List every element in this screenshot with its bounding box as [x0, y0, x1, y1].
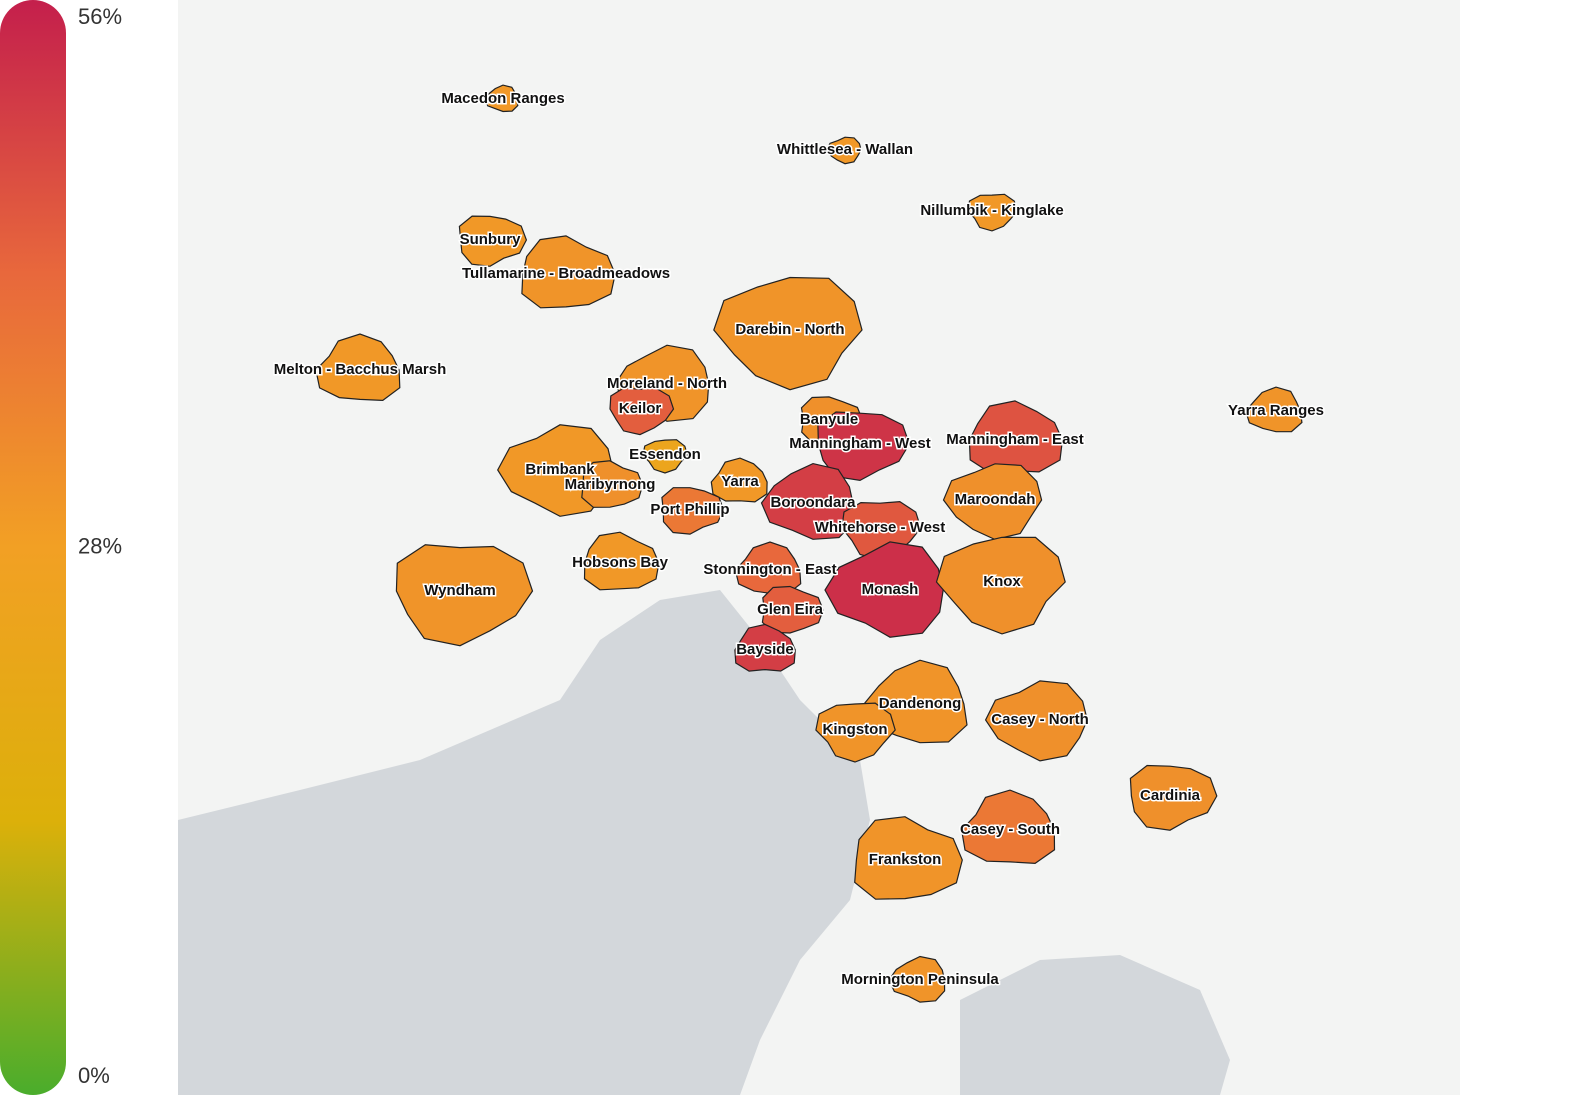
region-label: Mornington Peninsula [841, 971, 999, 988]
region [760, 462, 856, 540]
region-label: Casey - South [960, 821, 1060, 838]
region [817, 411, 911, 482]
region [935, 536, 1066, 635]
region-label: Manningham - West [789, 435, 930, 452]
region-label: Bayside [736, 641, 794, 658]
region-label: Yarra Ranges [1228, 402, 1324, 419]
scale-tick-label: 28% [78, 533, 122, 558]
region-label: Glen Eira [757, 601, 824, 618]
region [1245, 386, 1303, 433]
region [581, 460, 644, 508]
region-label: Tullamarine - Broadmeadows [462, 265, 670, 282]
region [854, 816, 963, 900]
region [942, 463, 1043, 541]
region [984, 680, 1088, 762]
region [521, 235, 616, 309]
region [661, 487, 725, 535]
region-label: Moreland - North [607, 375, 727, 392]
region-label: Melton - Bacchus Marsh [274, 361, 447, 378]
bay [178, 590, 870, 1095]
region [826, 136, 862, 165]
region-label: Frankston [869, 851, 942, 868]
region-label: Whitehorse - West [815, 519, 946, 536]
region-label: Cardinia [1140, 787, 1201, 804]
region-label: Kingston [823, 721, 888, 738]
region-labels: Macedon Ranges Whittlesea - Wallan Nillumb… [272, 88, 1325, 989]
region [710, 457, 768, 503]
region-label: Wyndham [424, 582, 495, 599]
regions [315, 84, 1303, 1003]
region-label: Yarra [721, 473, 759, 490]
region [888, 955, 946, 1003]
region-label: Brimbank [525, 461, 595, 478]
region [734, 623, 796, 672]
region [609, 387, 675, 436]
region-label: Monash [862, 581, 919, 598]
region-label: Whittlesea - Wallan [777, 141, 913, 158]
region [458, 215, 528, 267]
region [484, 84, 519, 113]
region [968, 400, 1064, 474]
region [395, 544, 534, 647]
color-scale-bar [0, 0, 66, 1095]
region-label: Knox [983, 573, 1021, 590]
region-label: Keilor [619, 400, 662, 417]
region-label: Essendon [629, 446, 701, 463]
region-label: Port Phillip [650, 501, 729, 518]
region [824, 541, 944, 638]
region [1129, 764, 1218, 831]
region [713, 276, 863, 391]
region-label: Sunbury [460, 231, 521, 248]
region-label: Hobsons Bay [572, 554, 669, 571]
region-label: Macedon Ranges [441, 90, 564, 107]
region-label: Dandenong [879, 695, 962, 712]
scale-tick-label: 0% [78, 1063, 110, 1088]
western-port [960, 955, 1230, 1095]
region-label: Banyule [800, 411, 858, 428]
region-label: Manningham - East [946, 431, 1084, 448]
region [583, 531, 660, 591]
region [960, 789, 1056, 865]
scale-tick-label: 56% [78, 4, 122, 29]
region-label: Maribyrnong [565, 476, 656, 493]
region-label: Nillumbik - Kinglake [920, 202, 1063, 219]
region-label: Casey - North [991, 711, 1089, 728]
region [642, 439, 689, 474]
region [315, 333, 401, 402]
region-label: Darebin - North [735, 321, 844, 338]
region [815, 702, 896, 763]
region-label: Stonnington - East [703, 561, 836, 578]
region [967, 193, 1018, 232]
region-label: Boroondara [770, 494, 856, 511]
region-label: Maroondah [955, 491, 1036, 508]
region [761, 585, 824, 634]
